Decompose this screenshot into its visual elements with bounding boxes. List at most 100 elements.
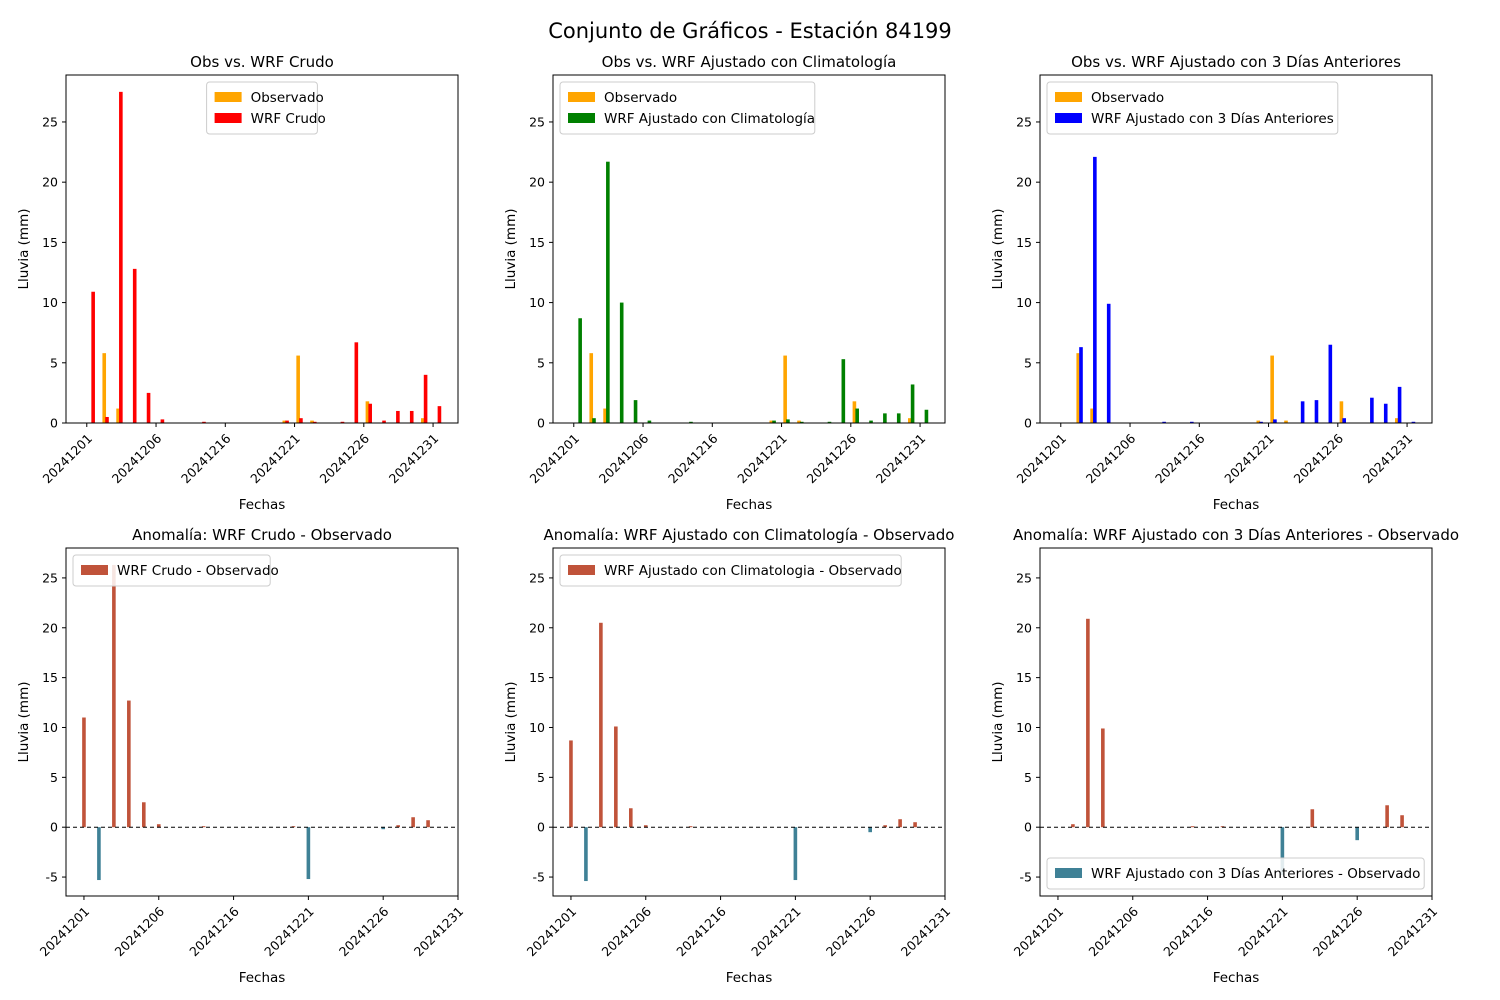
x-axis-label: Fechas — [726, 970, 773, 986]
bar — [112, 564, 116, 828]
bar — [1190, 421, 1194, 423]
legend-box — [559, 554, 902, 587]
bar — [116, 408, 120, 423]
bar — [1190, 826, 1195, 828]
bar — [1259, 421, 1263, 423]
y-tick-label: 25 — [1016, 570, 1032, 585]
bar — [312, 421, 317, 423]
bar — [285, 420, 289, 423]
x-axis-label: Fechas — [239, 970, 286, 986]
legend-swatch — [214, 92, 242, 102]
bar — [299, 418, 303, 423]
x-tick-label: 20241231 — [386, 431, 442, 487]
bar — [688, 826, 693, 828]
x-tick-label: 20241216 — [673, 904, 729, 960]
bar — [1284, 420, 1288, 423]
legend: WRF Ajustado con 3 Días Anteriores - Obs… — [1046, 857, 1425, 890]
bar — [282, 420, 287, 423]
bar — [127, 700, 131, 828]
bar — [633, 400, 638, 423]
bar — [614, 726, 618, 828]
y-tick-label: -5 — [1020, 870, 1032, 885]
legend: Observado WRF Ajustado con 3 Días Anterio… — [1046, 81, 1339, 135]
x-tick-label: 20241206 — [111, 904, 167, 960]
bar — [793, 827, 798, 881]
bar — [797, 420, 801, 423]
bar — [1106, 303, 1111, 423]
bar — [1101, 728, 1105, 828]
legend: Observado WRF Crudo — [206, 81, 326, 135]
bar — [769, 420, 774, 423]
bar — [1071, 824, 1075, 828]
x-tick-label: 20241221 — [748, 904, 804, 960]
y-tick-label: 5 — [537, 355, 545, 370]
legend-swatch — [568, 113, 595, 123]
y-tick-label: 10 — [42, 295, 58, 310]
y-tick-label: 20 — [529, 620, 545, 635]
y-tick-label: 0 — [1024, 820, 1032, 835]
x-tick-label: 20241216 — [665, 431, 721, 487]
x-axis-label: Fechas — [1213, 970, 1260, 986]
x-tick-label: 20241216 — [178, 431, 234, 487]
bar — [578, 318, 582, 423]
bar — [421, 418, 425, 423]
y-tick-label: -5 — [46, 870, 58, 885]
bar — [91, 291, 95, 423]
y-axis-label: Lluvia (mm) — [16, 682, 32, 763]
bar — [1395, 418, 1399, 423]
subplot-title: Anomalía: WRF Ajustado con Climatología … — [544, 526, 955, 544]
bar — [1355, 827, 1359, 841]
figure-suptitle: Conjunto de Gráficos - Estación 84199 — [548, 19, 952, 43]
bar — [898, 819, 902, 828]
bar — [382, 420, 386, 423]
x-tick-label: 20241201 — [37, 904, 93, 960]
subplot-2: Obs vs. WRF Ajustado con Climatología 0 5 1… — [503, 53, 946, 513]
bar — [1090, 408, 1094, 423]
bar — [132, 268, 137, 423]
bar — [156, 824, 161, 828]
bar — [1339, 401, 1344, 423]
bar — [396, 825, 400, 828]
x-tick-label: 20241221 — [261, 904, 317, 960]
bar — [201, 826, 206, 828]
bar — [160, 419, 165, 423]
legend-box — [72, 554, 271, 587]
bar — [869, 420, 873, 423]
y-tick-label: 20 — [1016, 175, 1032, 190]
x-tick-label: 20241216 — [1160, 904, 1216, 960]
bar — [643, 825, 648, 828]
bar — [619, 302, 624, 423]
legend-label: WRF Ajustado con 3 Días Anteriores — [1091, 111, 1334, 127]
legend-box — [1046, 81, 1339, 135]
y-tick-label: 15 — [529, 670, 545, 685]
legend-label: Observado — [604, 90, 677, 106]
y-tick-label: 5 — [537, 770, 545, 785]
bar — [306, 827, 311, 880]
y-tick-label: 15 — [529, 235, 545, 250]
bar — [647, 420, 652, 423]
bar — [102, 353, 107, 423]
legend-swatch — [214, 113, 242, 123]
x-tick-label: 20241201 — [39, 431, 95, 487]
x-tick-label: 20241231 — [898, 904, 954, 960]
bar — [396, 410, 400, 423]
x-tick-label: 20241216 — [1152, 431, 1208, 487]
bar — [1310, 809, 1315, 828]
y-tick-label: 0 — [1024, 416, 1032, 431]
subplot-6: Anomalía: WRF Ajustado con 3 Días Anteri… — [990, 526, 1459, 986]
bar — [119, 91, 123, 424]
bar — [426, 820, 430, 828]
legend-box — [559, 81, 816, 135]
bar — [603, 408, 607, 423]
bar — [606, 161, 610, 423]
y-tick-label: 0 — [50, 416, 58, 431]
bar — [365, 401, 370, 423]
bar — [146, 392, 151, 423]
subplot-title: Obs vs. WRF Crudo — [190, 53, 334, 71]
y-axis-label: Lluvia (mm) — [503, 209, 519, 290]
bar — [1328, 344, 1333, 423]
bar — [1270, 355, 1274, 423]
subplot-4: Anomalía: WRF Crudo - Observado -5 0 5 10 15 2… — [16, 526, 466, 986]
bar — [1385, 805, 1389, 828]
